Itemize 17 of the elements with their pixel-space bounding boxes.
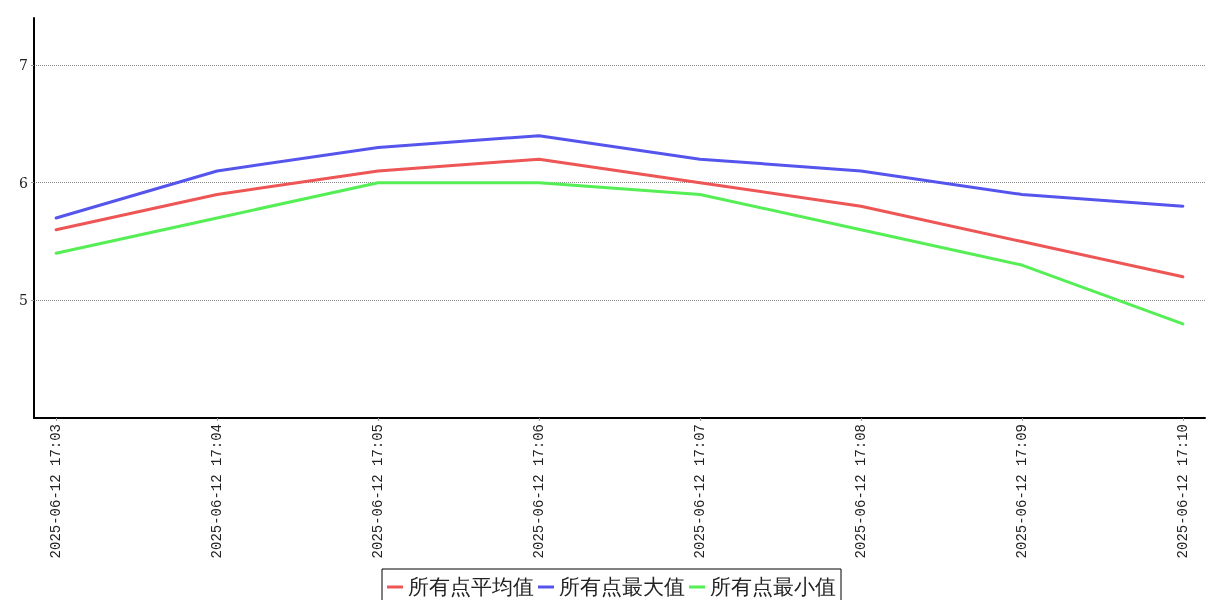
y-tick-label: 5 [19,292,28,309]
y-tick-label: 6 [19,174,29,191]
x-tick-label: 2025-06-12 17:09 [1013,424,1030,559]
x-tick-label: 2025-06-12 17:03 [48,424,65,559]
legend-label: 所有点平均值 [408,575,534,599]
x-tick-label: 2025-06-12 17:07 [691,424,708,559]
x-tick-label: 2025-06-12 17:06 [531,424,548,559]
x-tick-label: 2025-06-12 17:10 [1174,424,1191,559]
y-tick-label: 7 [19,57,28,74]
line-series [54,181,1185,326]
x-tick-label: 2025-06-12 17:04 [209,424,226,559]
line-series [54,157,1185,279]
x-tick-label: 2025-06-12 17:05 [370,424,387,559]
legend-label: 所有点最小值 [710,575,836,599]
line-series [54,134,1185,220]
x-tick-label: 2025-06-12 17:08 [852,424,869,559]
legend-label: 所有点最大值 [559,575,685,599]
